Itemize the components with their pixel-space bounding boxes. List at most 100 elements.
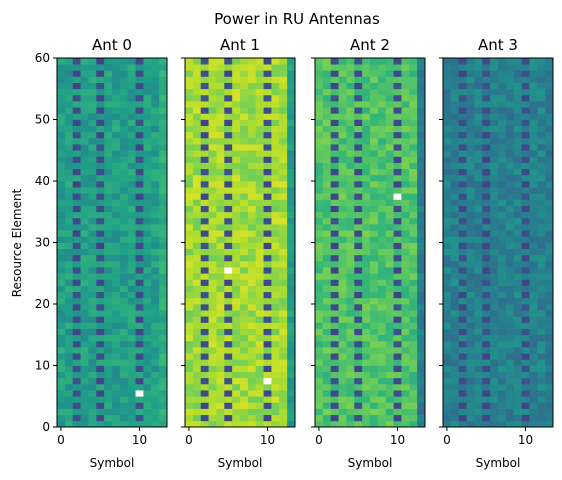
heatmap-cell [224, 224, 233, 231]
heatmap-cell [200, 248, 209, 256]
heatmap-cell [482, 187, 491, 194]
heatmap-cell [232, 322, 241, 329]
heatmap-cell [72, 137, 81, 145]
heatmap-cell [143, 199, 152, 206]
heatmap-cell [377, 58, 387, 65]
heatmap-cell [330, 217, 339, 225]
heatmap-cell [263, 101, 272, 108]
heatmap-cell [529, 224, 538, 231]
x-tick-label: 10 [132, 433, 147, 447]
heatmap-cell [88, 101, 97, 108]
heatmap-cell [529, 193, 538, 200]
heatmap-cell [393, 224, 402, 231]
heatmap-cell [104, 230, 113, 237]
heatmap-cell [247, 64, 257, 71]
heatmap-cell [112, 365, 121, 372]
heatmap-cell [498, 88, 507, 96]
heatmap-cell [208, 217, 217, 225]
heatmap-cell [112, 248, 121, 256]
heatmap-cell [159, 131, 168, 139]
heatmap-cell [330, 273, 339, 280]
heatmap-cell [370, 396, 379, 403]
heatmap-cell [474, 125, 483, 133]
heatmap-cell [232, 383, 241, 391]
heatmap-cell [208, 322, 217, 329]
heatmap-cell [185, 236, 194, 243]
heatmap-cell [224, 365, 233, 372]
figure-title: Power in RU Antennas [214, 10, 380, 28]
heatmap-cell [443, 64, 452, 71]
heatmap-cell [443, 316, 452, 323]
heatmap-cell [151, 230, 160, 237]
heatmap-cell [72, 316, 81, 323]
heatmap-cell [322, 310, 332, 317]
heatmap-cell [417, 310, 426, 317]
heatmap-cell [377, 70, 387, 77]
heatmap-cell [72, 328, 81, 336]
heatmap-cell [192, 199, 202, 206]
heatmap-cell [192, 322, 202, 329]
heatmap-cell [346, 199, 355, 206]
heatmap-cell [185, 137, 194, 145]
heatmap-cell [255, 217, 264, 225]
heatmap-cell [443, 113, 452, 120]
heatmap-cell [119, 107, 129, 114]
heatmap-cell [354, 131, 363, 139]
heatmap-cell [247, 205, 257, 213]
heatmap-cell [88, 353, 97, 360]
heatmap-cell [450, 383, 460, 391]
heatmap-cell [224, 76, 233, 83]
heatmap-cell [529, 322, 538, 329]
heatmap-cell [346, 291, 355, 299]
heatmap-cell [362, 297, 371, 305]
heatmap-cell [450, 156, 460, 163]
heatmap-cell [322, 144, 332, 151]
heatmap-cell [57, 162, 66, 170]
heatmap-cell [385, 131, 394, 139]
heatmap-cell [271, 414, 280, 422]
heatmap-cell [135, 390, 144, 397]
heatmap-cell [159, 168, 168, 176]
heatmap-cell [279, 187, 288, 194]
heatmap-cell [370, 94, 379, 102]
heatmap-cell [482, 58, 491, 65]
heatmap-cell [393, 279, 402, 286]
heatmap-cell [498, 359, 507, 366]
heatmap-cell [370, 402, 379, 409]
heatmap-cell [80, 64, 89, 71]
heatmap-cell [119, 162, 129, 170]
heatmap-cell [322, 408, 332, 416]
heatmap-cell [338, 181, 347, 188]
heatmap-cell [192, 297, 202, 305]
heatmap-cell [443, 377, 452, 385]
heatmap-cell [104, 64, 113, 71]
heatmap-cell [64, 150, 74, 157]
heatmap-cell [159, 113, 168, 120]
heatmap-cell [322, 64, 332, 71]
heatmap-cell [513, 82, 522, 90]
heatmap-cell [192, 396, 202, 403]
heatmap-cell [370, 267, 379, 274]
heatmap-cell [370, 137, 379, 145]
heatmap-cell [96, 70, 105, 77]
heatmap-cell [490, 242, 499, 249]
heatmap-cell [322, 285, 332, 293]
heatmap-cell [216, 359, 225, 366]
heatmap-cell [362, 248, 371, 256]
heatmap-cell [127, 70, 136, 77]
heatmap-cell [385, 383, 394, 391]
heatmap-cell [279, 328, 288, 336]
heatmap-cell [409, 230, 418, 237]
heatmap-cell [104, 347, 113, 354]
heatmap-cell [279, 174, 288, 182]
heatmap-cell [192, 107, 202, 114]
heatmap-cell [185, 390, 194, 397]
heatmap-cell [263, 94, 272, 102]
heatmap-cell [521, 168, 530, 176]
heatmap-cell [490, 254, 499, 262]
heatmap-cell [57, 236, 66, 243]
heatmap-cell [338, 371, 347, 379]
heatmap-cell [330, 144, 339, 151]
heatmap-cell [200, 64, 209, 71]
heatmap-cell [338, 267, 347, 274]
